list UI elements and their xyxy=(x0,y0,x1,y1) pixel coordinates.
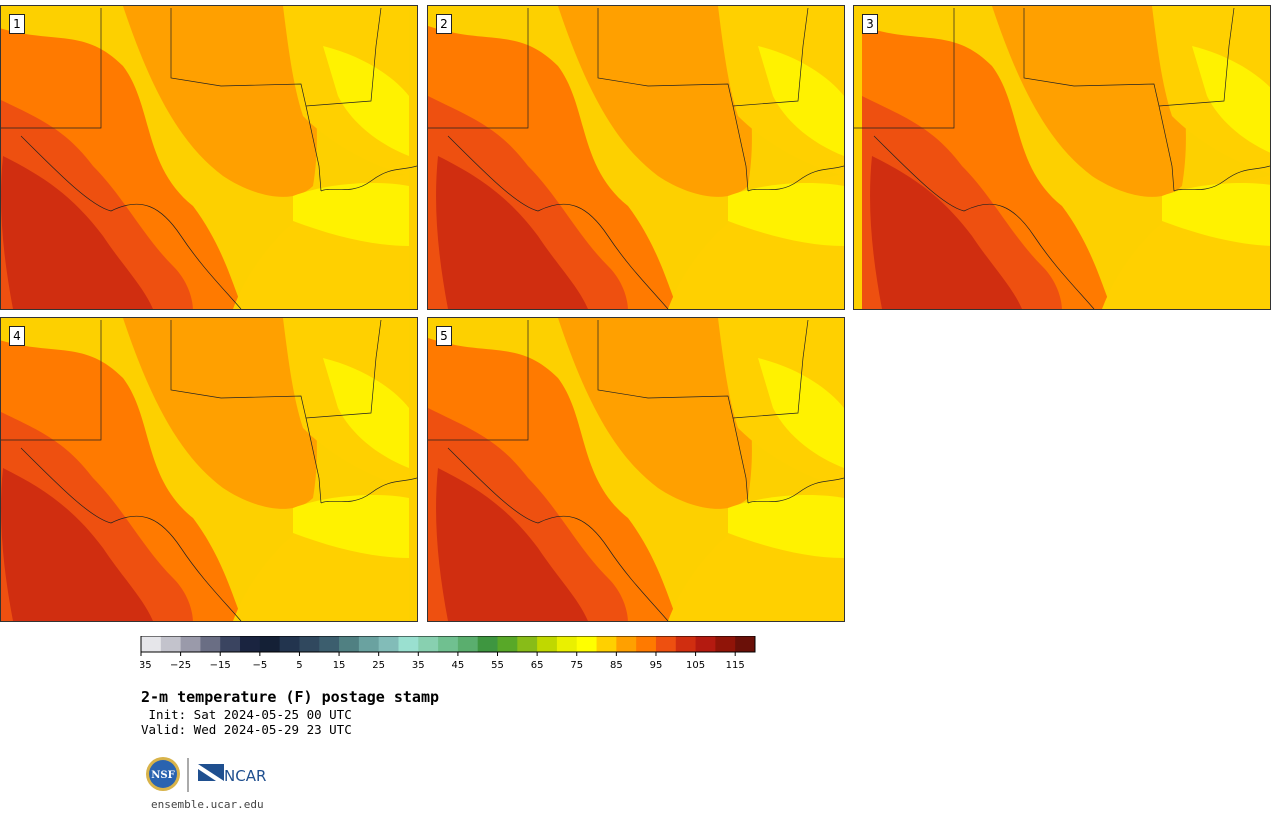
colorbar-tick-label: 35 xyxy=(412,660,425,671)
colorbar-swatch xyxy=(497,636,518,652)
map-panel-3: 3 xyxy=(853,5,1271,310)
colorbar-tick-label: 55 xyxy=(491,660,504,671)
colorbar-swatch xyxy=(200,636,221,652)
nsf-logo-icon: NSF xyxy=(146,757,180,791)
colorbar-tick-label: 15 xyxy=(333,660,346,671)
colorbar-swatch xyxy=(636,636,657,652)
state-border xyxy=(447,135,669,309)
colorbar-swatch xyxy=(220,636,241,652)
state-border xyxy=(747,477,844,504)
colorbar-swatch xyxy=(398,636,419,652)
panel-label: 2 xyxy=(436,14,452,34)
colorbar-swatch xyxy=(457,636,479,652)
panel-label: 4 xyxy=(9,326,25,346)
state-border xyxy=(1173,165,1270,192)
logos: NSF NCAR xyxy=(146,757,266,792)
state-border xyxy=(320,165,417,192)
colorbar-swatch xyxy=(240,636,261,652)
colorbar-swatch xyxy=(141,636,162,652)
colorbar-swatch xyxy=(279,636,300,652)
colorbar-swatch xyxy=(160,636,182,652)
colorbar-tick-label: 65 xyxy=(531,660,544,671)
state-border xyxy=(1,320,102,441)
ncar-logo-text: NCAR xyxy=(224,767,266,785)
colorbar-tick-label: 25 xyxy=(372,660,385,671)
colorbar-tick-label: −5 xyxy=(252,660,267,671)
temperature-map xyxy=(1,318,417,621)
panel-label: 3 xyxy=(862,14,878,34)
colorbar-swatch xyxy=(477,636,499,652)
state-border xyxy=(1158,105,1175,192)
state-border xyxy=(447,447,669,621)
colorbar-swatch xyxy=(259,636,281,652)
temperature-map xyxy=(428,6,844,309)
state-border xyxy=(320,477,417,504)
state-border xyxy=(428,320,529,441)
ncar-logo-icon: NCAR xyxy=(198,764,266,785)
colorbar-swatch xyxy=(378,636,399,652)
state-border xyxy=(170,7,382,107)
state-border xyxy=(747,165,844,192)
colorbar-border xyxy=(140,636,756,653)
colorbar-swatch xyxy=(596,636,617,652)
colorbar: −35 −25 −15 −5 5 15 25 35 45 55 65 75 85 95 105 115 xyxy=(140,636,756,671)
state-border xyxy=(20,135,242,309)
state-border xyxy=(170,319,382,419)
colorbar-swatch xyxy=(576,636,598,652)
state-border xyxy=(597,7,809,107)
map-panel-1: 1 xyxy=(0,5,418,310)
map-panel-4: 4 xyxy=(0,317,418,622)
temperature-map xyxy=(1,6,417,309)
panel-label: 1 xyxy=(9,14,25,34)
state-border xyxy=(854,8,955,129)
colorbar-tick-label: 85 xyxy=(610,660,623,671)
init-time: Init: Sat 2024-05-25 00 UTC xyxy=(141,707,352,722)
plot-title: 2-m temperature (F) postage stamp xyxy=(141,688,440,706)
colorbar-swatch xyxy=(735,636,756,652)
colorbar-swatch xyxy=(715,636,736,652)
state-border xyxy=(732,417,749,504)
colorbar-tick-label: −15 xyxy=(210,660,231,671)
colorbar-swatch xyxy=(180,636,201,652)
state-border xyxy=(428,8,529,129)
colorbar-swatch xyxy=(537,636,558,652)
colorbar-swatch xyxy=(358,636,380,652)
colorbar-tick-label: −25 xyxy=(170,660,191,671)
state-border xyxy=(305,417,322,504)
state-border xyxy=(1023,7,1235,107)
state-border xyxy=(305,105,322,192)
colorbar-tick-label: 5 xyxy=(296,660,302,671)
colorbar-swatch xyxy=(339,636,360,652)
colorbar-tick-label: 105 xyxy=(686,660,705,671)
state-border xyxy=(1,8,102,129)
colorbar-swatch xyxy=(616,636,637,652)
colorbar-swatch xyxy=(695,636,716,652)
colorbar-swatch xyxy=(438,636,459,652)
colorbar-swatch xyxy=(319,636,340,652)
colorbar-swatch xyxy=(517,636,538,652)
temperature-map xyxy=(428,318,844,621)
panel-label: 5 xyxy=(436,326,452,346)
colorbar-swatch xyxy=(556,636,578,652)
colorbar-tick-label: −35 xyxy=(140,660,152,671)
state-border xyxy=(597,319,809,419)
map-panel-2: 2 xyxy=(427,5,845,310)
state-border xyxy=(873,135,1095,309)
footer-url: ensemble.ucar.edu xyxy=(151,798,264,811)
state-border xyxy=(732,105,749,192)
colorbar-tick-label: 115 xyxy=(726,660,745,671)
colorbar-swatch xyxy=(675,636,697,652)
colorbar-tick-label: 45 xyxy=(452,660,465,671)
map-panel-5: 5 xyxy=(427,317,845,622)
colorbar-tick-label: 75 xyxy=(570,660,583,671)
colorbar-swatch xyxy=(299,636,320,652)
state-border xyxy=(20,447,242,621)
colorbar-tick-label: 95 xyxy=(650,660,663,671)
temperature-map xyxy=(854,6,1270,309)
valid-time: Valid: Wed 2024-05-29 23 UTC xyxy=(141,722,352,737)
nsf-logo-text: NSF xyxy=(151,770,174,781)
colorbar-swatch xyxy=(418,636,439,652)
colorbar-swatch xyxy=(655,636,677,652)
logo-area: NSF NCAR xyxy=(144,756,284,796)
